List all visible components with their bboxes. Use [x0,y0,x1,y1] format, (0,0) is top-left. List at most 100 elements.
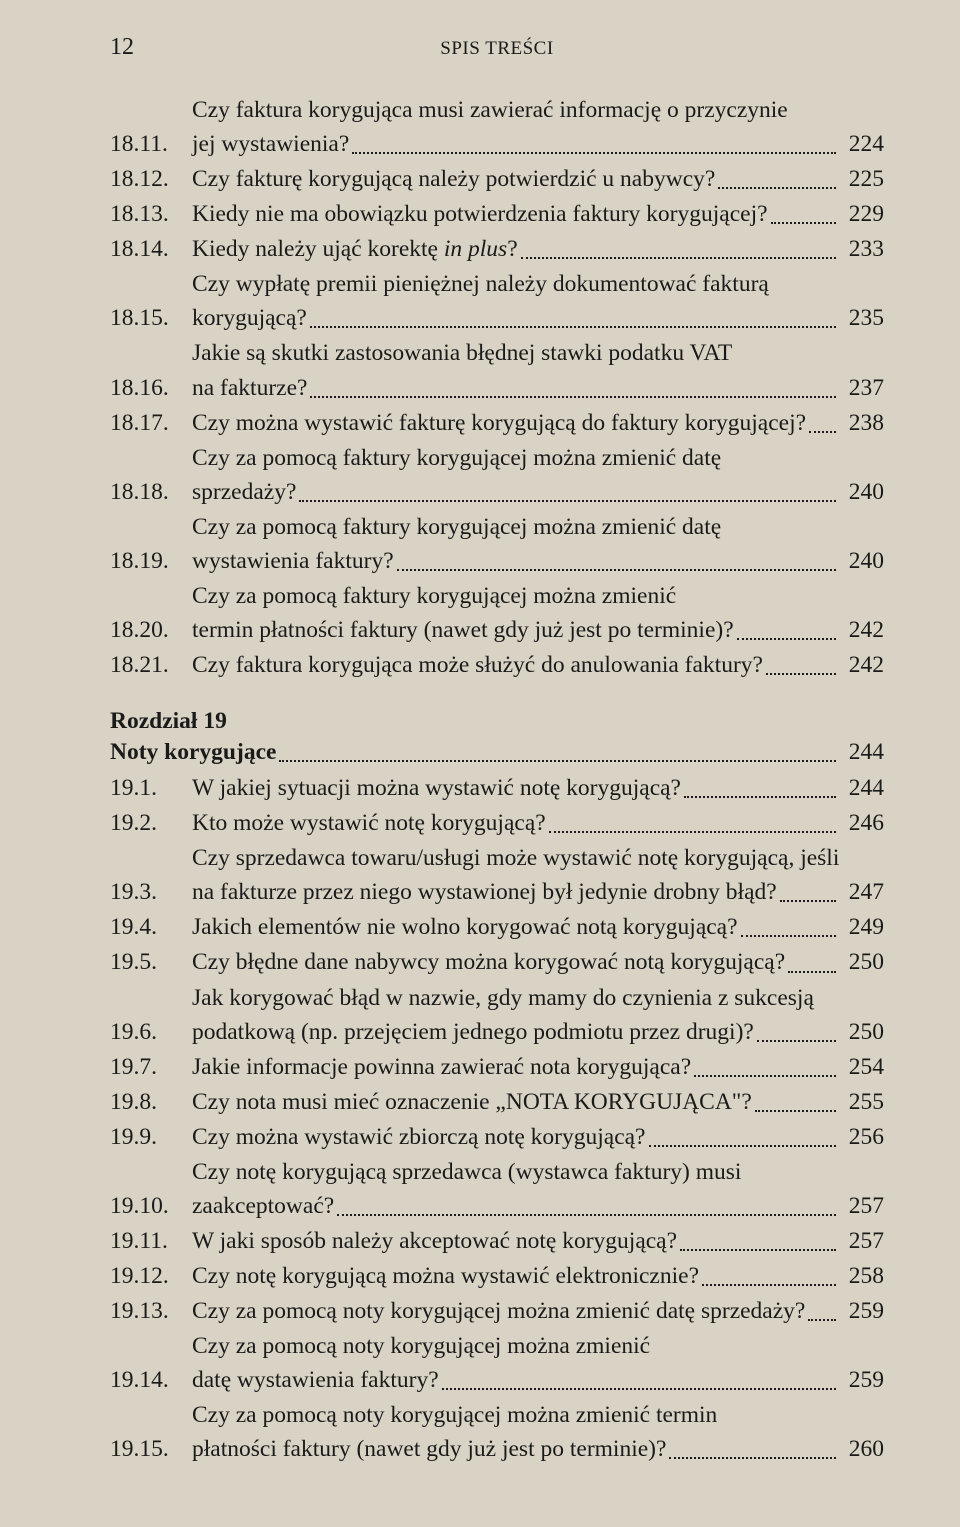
toc-entry: 18.13.Kiedy nie ma obowiązku potwierdzen… [110,197,884,231]
leader-dots [352,152,836,154]
toc-section-bottom: 19.1.W jakiej sytuacji można wystawić no… [110,771,884,1466]
leader-dots [279,760,836,762]
toc-entry-number: 18.19. [110,544,192,578]
toc-entry-line: zaakceptować?257 [192,1189,884,1223]
toc-entry-line: Kiedy należy ująć korektę in plus?233 [192,232,884,266]
toc-entry-number: 19.1. [110,771,192,805]
toc-entry-page: 242 [840,648,884,682]
toc-entry-line: termin płatności faktury (nawet gdy już … [192,613,884,647]
toc-entry: 18.21.Czy faktura korygująca może służyć… [110,648,884,682]
toc-entry-text-wrap: Jakich elementów nie wolno korygować not… [192,910,884,944]
toc-entry-text: Czy sprzedawca towaru/usługi może wystaw… [192,841,839,875]
toc-entry-line: Jakich elementów nie wolno korygować not… [192,910,884,944]
leader-dots [808,1319,836,1321]
toc-entry: 18.16.Jakie są skutki zastosowania błędn… [110,336,884,404]
toc-entry-text-wrap: Czy za pomocą noty korygującej można zmi… [192,1329,884,1397]
leader-dots [780,900,836,902]
toc-entry-line: Jak korygować błąd w nazwie, gdy mamy do… [192,981,884,1015]
toc-entry-page: 257 [840,1224,884,1258]
toc-entry-text: W jaki sposób należy akceptować notę kor… [192,1224,677,1258]
toc-entry-text: Czy można wystawić zbiorczą notę koryguj… [192,1120,646,1154]
chapter-page: 244 [840,735,884,769]
toc-entry-text-wrap: Czy za pomocą noty korygującej można zmi… [192,1294,884,1328]
toc-entry-text: na fakturze przez niego wystawionej był … [192,875,777,909]
toc-entry: 19.3.Czy sprzedawca towaru/usługi może w… [110,841,884,909]
toc-entry-number: 18.13. [110,197,192,231]
toc-entry-text: Czy za pomocą noty korygującej można zmi… [192,1329,650,1363]
toc-entry-text-wrap: Czy za pomocą faktury korygującej można … [192,579,884,647]
toc-entry-text: Czy wypłatę premii pieniężnej należy dok… [192,267,769,301]
toc-entry-number: 18.14. [110,232,192,266]
toc-entry-page: 255 [840,1085,884,1119]
leader-dots [442,1388,836,1390]
toc-entry: 19.5.Czy błędne dane nabywcy można koryg… [110,945,884,979]
toc-entry-text-wrap: Czy sprzedawca towaru/usługi może wystaw… [192,841,884,909]
chapter-label: Rozdział 19 [110,708,884,735]
toc-entry-line: Czy notę korygującą można wystawić elekt… [192,1259,884,1293]
toc-entry-line: datę wystawienia faktury?259 [192,1363,884,1397]
toc-entry: 19.6.Jak korygować błąd w nazwie, gdy ma… [110,981,884,1049]
toc-entry-number: 19.5. [110,945,192,979]
toc-entry-number: 19.14. [110,1363,192,1397]
toc-entry-line: na fakturze przez niego wystawionej był … [192,875,884,909]
chapter-heading: Rozdział 19 Noty korygujące 244 [110,708,884,769]
toc-entry-text: Czy można wystawić fakturę korygującą do… [192,406,806,440]
header-title: SPIS TREŚCI [110,38,884,60]
toc-entry-page: 246 [840,806,884,840]
toc-entry-line: sprzedaży?240 [192,475,884,509]
toc-entry-text-wrap: Czy faktura korygująca musi zawierać inf… [192,93,884,161]
toc-entry-page: 229 [840,197,884,231]
toc-entry-line: Jakie są skutki zastosowania błędnej sta… [192,336,884,370]
toc-entry-number: 19.10. [110,1189,192,1223]
toc-entry-number: 19.3. [110,875,192,909]
toc-entry-page: 259 [840,1294,884,1328]
toc-entry-text: Jak korygować błąd w nazwie, gdy mamy do… [192,981,814,1015]
toc-entry: 18.19.Czy za pomocą faktury korygującej … [110,510,884,578]
toc-entry-number: 18.16. [110,371,192,405]
toc-entry: 18.11.Czy faktura korygująca musi zawier… [110,93,884,161]
chapter-title: Noty korygujące [110,735,276,769]
toc-entry-number: 18.12. [110,162,192,196]
toc-entry-text-wrap: Czy można wystawić fakturę korygującą do… [192,406,884,440]
toc-entry-page: 250 [840,945,884,979]
toc-entry-text: Jakich elementów nie wolno korygować not… [192,910,738,944]
leader-dots [337,1214,836,1216]
leader-dots [809,431,836,433]
toc-entry-text: Czy za pomocą noty korygującej można zmi… [192,1294,805,1328]
toc-entry-text: Czy za pomocą noty korygującej można zmi… [192,1398,717,1432]
toc-entry-text: jej wystawienia? [192,127,349,161]
toc-entry-line: Czy można wystawić zbiorczą notę koryguj… [192,1120,884,1154]
toc-entry-line: Kto może wystawić notę korygującą?246 [192,806,884,840]
toc-entry-text-wrap: Czy fakturę korygującą należy potwierdzi… [192,162,884,196]
toc-entry-text: podatkową (np. przejęciem jednego podmio… [192,1015,754,1049]
toc-entry-line: Czy faktura korygująca musi zawierać inf… [192,93,884,127]
leader-dots [521,257,836,259]
toc-entry-text: na fakturze? [192,371,307,405]
leader-dots [669,1457,836,1459]
toc-entry: 18.14.Kiedy należy ująć korektę in plus?… [110,232,884,266]
toc-entry-number: 18.11. [110,127,192,161]
toc-entry-page: 257 [840,1189,884,1223]
toc-entry-text-wrap: Czy za pomocą faktury korygującej można … [192,441,884,509]
toc-entry-text-wrap: Kiedy nie ma obowiązku potwierdzenia fak… [192,197,884,231]
toc-entry-text: Czy za pomocą faktury korygującej można … [192,579,676,613]
toc-entry-text: Kiedy nie ma obowiązku potwierdzenia fak… [192,197,768,231]
leader-dots [718,187,836,189]
toc-entry-line: płatności faktury (nawet gdy już jest po… [192,1432,884,1466]
toc-entry-number: 18.20. [110,613,192,647]
leader-dots [741,935,836,937]
toc-entry-number: 19.9. [110,1120,192,1154]
toc-entry: 19.7.Jakie informacje powinna zawierać n… [110,1050,884,1084]
toc-entry-text: Czy notę korygującą sprzedawca (wystawca… [192,1155,741,1189]
toc-entry-text-wrap: Czy nota musi mieć oznaczenie „NOTA KORY… [192,1085,884,1119]
toc-entry-line: Czy za pomocą noty korygującej można zmi… [192,1329,884,1363]
toc-entry-text-wrap: Czy błędne dane nabywcy można korygować … [192,945,884,979]
toc-entry-page: 225 [840,162,884,196]
toc-entry-text-wrap: W jaki sposób należy akceptować notę kor… [192,1224,884,1258]
toc-entry-text-wrap: Czy faktura korygująca może służyć do an… [192,648,884,682]
toc-entry-number: 19.4. [110,910,192,944]
toc-entry-text-wrap: Jak korygować błąd w nazwie, gdy mamy do… [192,981,884,1049]
chapter-title-line: Noty korygujące 244 [110,735,884,769]
leader-dots [310,326,836,328]
toc-entry-text: datę wystawienia faktury? [192,1363,439,1397]
